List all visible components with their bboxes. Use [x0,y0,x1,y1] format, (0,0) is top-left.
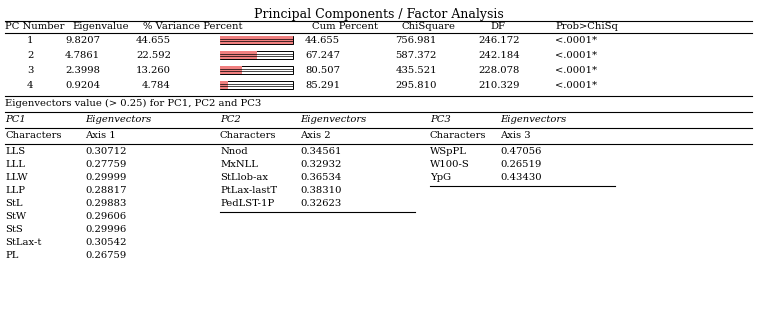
Text: Axis 1: Axis 1 [85,131,116,140]
Bar [220,81,293,89]
Text: Nnod: Nnod [220,147,248,156]
Text: 228.078: 228.078 [478,66,520,75]
Bar [220,51,257,59]
Text: 9.8207: 9.8207 [65,36,100,45]
Text: 0.29883: 0.29883 [85,199,126,208]
Text: 0.34561: 0.34561 [300,147,341,156]
Text: PC1: PC1 [5,115,26,124]
Text: YpG: YpG [430,173,451,182]
Text: Prob>ChiSq: Prob>ChiSq [555,22,618,31]
Text: 0.9204: 0.9204 [65,81,100,90]
Bar [220,66,293,74]
Text: 0.32623: 0.32623 [300,199,341,208]
Text: 587.372: 587.372 [396,51,437,60]
Text: Characters: Characters [220,131,276,140]
Text: Eigenvalue: Eigenvalue [72,22,129,31]
Text: 0.28817: 0.28817 [85,186,126,195]
Text: 13.260: 13.260 [136,66,171,75]
Text: ChiSquare: ChiSquare [402,22,456,31]
Text: 4.784: 4.784 [142,81,171,90]
Text: MxNLL: MxNLL [220,160,258,169]
Text: PC2: PC2 [220,115,241,124]
Text: 0.30542: 0.30542 [85,238,126,247]
Text: Cum Percent: Cum Percent [312,22,378,31]
Text: <.0001*: <.0001* [555,36,597,45]
Text: 295.810: 295.810 [395,81,437,90]
Text: 435.521: 435.521 [395,66,437,75]
Text: 3: 3 [26,66,33,75]
Text: PC Number: PC Number [5,22,64,31]
Text: PedLST-1P: PedLST-1P [220,199,274,208]
Text: 2.3998: 2.3998 [65,66,100,75]
Text: 80.507: 80.507 [305,66,340,75]
Text: StS: StS [5,225,23,234]
Text: PL: PL [5,251,18,260]
Text: Characters: Characters [5,131,61,140]
Text: 0.47056: 0.47056 [500,147,541,156]
Text: Axis 2: Axis 2 [300,131,331,140]
Text: <.0001*: <.0001* [555,51,597,60]
Text: 246.172: 246.172 [478,36,520,45]
Text: 2: 2 [26,51,33,60]
Text: 0.32932: 0.32932 [300,160,341,169]
Text: 44.655: 44.655 [305,36,340,45]
Text: Eigenvectors: Eigenvectors [300,115,366,124]
Text: LLS: LLS [5,147,25,156]
Text: StL: StL [5,199,23,208]
Text: 0.29606: 0.29606 [85,212,126,221]
Text: 0.29996: 0.29996 [85,225,126,234]
Bar [220,66,241,74]
Text: 0.26759: 0.26759 [85,251,126,260]
Text: 756.981: 756.981 [396,36,437,45]
Text: PtLax-lastT: PtLax-lastT [220,186,277,195]
Text: 85.291: 85.291 [305,81,340,90]
Text: 210.329: 210.329 [478,81,520,90]
Text: PC3: PC3 [430,115,450,124]
Text: <.0001*: <.0001* [555,81,597,90]
Text: DF: DF [490,22,505,31]
Bar [220,51,293,59]
Text: 22.592: 22.592 [136,51,171,60]
Text: Characters: Characters [430,131,487,140]
Text: WSpPL: WSpPL [430,147,467,156]
Text: 0.30712: 0.30712 [85,147,126,156]
Text: 0.27759: 0.27759 [85,160,126,169]
Text: LLW: LLW [5,173,27,182]
Text: <.0001*: <.0001* [555,66,597,75]
Text: 44.655: 44.655 [136,36,171,45]
Bar [220,36,293,44]
Text: 0.36534: 0.36534 [300,173,341,182]
Text: StLax-t: StLax-t [5,238,42,247]
Bar [220,81,228,89]
Text: Eigenvectors: Eigenvectors [500,115,566,124]
Bar [220,36,293,44]
Text: Principal Components / Factor Analysis: Principal Components / Factor Analysis [254,8,503,21]
Text: 1: 1 [26,36,33,45]
Text: 0.26519: 0.26519 [500,160,541,169]
Text: 242.184: 242.184 [478,51,520,60]
Text: 4: 4 [26,81,33,90]
Text: LLP: LLP [5,186,25,195]
Text: % Variance Percent: % Variance Percent [143,22,242,31]
Text: StW: StW [5,212,26,221]
Text: 0.29999: 0.29999 [85,173,126,182]
Text: Eigenvectors value (> 0.25) for PC1, PC2 and PC3: Eigenvectors value (> 0.25) for PC1, PC2… [5,99,261,108]
Text: LLL: LLL [5,160,25,169]
Text: 0.43430: 0.43430 [500,173,541,182]
Text: Eigenvectors: Eigenvectors [85,115,151,124]
Text: Axis 3: Axis 3 [500,131,531,140]
Text: StLlob-ax: StLlob-ax [220,173,268,182]
Text: 4.7861: 4.7861 [65,51,100,60]
Text: W100-S: W100-S [430,160,470,169]
Text: 67.247: 67.247 [305,51,340,60]
Text: 0.38310: 0.38310 [300,186,341,195]
